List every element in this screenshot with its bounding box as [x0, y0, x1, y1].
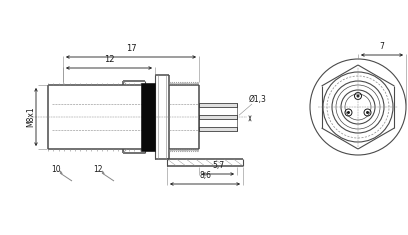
Text: 12: 12: [93, 164, 103, 173]
Text: 7: 7: [379, 42, 384, 51]
Text: 10: 10: [51, 164, 61, 173]
Text: 5,7: 5,7: [212, 161, 224, 170]
Text: 17: 17: [126, 44, 136, 53]
Text: M8x1: M8x1: [27, 107, 35, 127]
Text: 8,6: 8,6: [199, 171, 211, 180]
Bar: [141, 83, 155, 151]
Circle shape: [357, 94, 359, 98]
Circle shape: [366, 111, 369, 114]
Circle shape: [347, 111, 350, 114]
Bar: [199, 127, 237, 131]
Text: 12: 12: [104, 55, 114, 64]
Bar: [199, 115, 237, 119]
Bar: [199, 103, 237, 107]
Text: Ø1,3: Ø1,3: [249, 95, 267, 104]
